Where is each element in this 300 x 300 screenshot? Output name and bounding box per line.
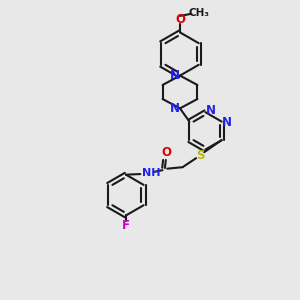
Text: NH: NH (142, 168, 161, 178)
Text: CH₃: CH₃ (188, 8, 209, 18)
Text: N: N (169, 68, 180, 82)
Text: S: S (196, 149, 204, 162)
Text: N: N (222, 116, 232, 129)
Text: F: F (122, 219, 130, 232)
Text: O: O (161, 146, 171, 159)
Text: N: N (206, 104, 216, 117)
Text: O: O (175, 13, 185, 26)
Text: N: N (169, 103, 180, 116)
